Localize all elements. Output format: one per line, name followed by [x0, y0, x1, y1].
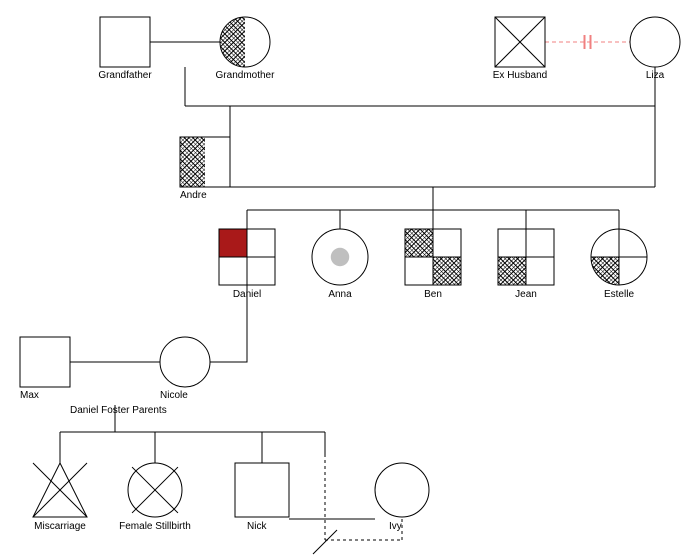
label-estelle: Estelle: [604, 289, 634, 300]
node-exhusband: Ex Husband: [493, 17, 547, 81]
node-nick: Nick: [235, 463, 289, 532]
label-jean: Jean: [515, 289, 537, 300]
label-max: Max: [20, 390, 39, 401]
label-ben: Ben: [424, 289, 442, 300]
node-grandfather: Grandfather: [98, 17, 152, 81]
node-andre: Andre: [180, 137, 230, 201]
node-nicole: Nicole: [160, 337, 210, 401]
label-nicole: Nicole: [160, 390, 188, 401]
node-jean: Jean: [498, 229, 554, 300]
node-max: Max: [20, 337, 70, 401]
node-grandmother: Grandmother: [216, 17, 276, 81]
node-layer: Grandfather Grandmother Ex Husband Liza Andr…: [20, 17, 680, 532]
label-ivy: Ivy: [389, 521, 402, 532]
label-andre: Andre: [180, 190, 207, 201]
node-estelle: Estelle: [591, 229, 647, 300]
node-anna: Anna: [312, 229, 368, 300]
foster-label: Daniel Foster Parents: [70, 405, 167, 416]
label-grandmother: Grandmother: [216, 70, 276, 81]
label-stillbirth: Female Stillbirth: [119, 521, 191, 532]
label-grandfather: Grandfather: [98, 70, 152, 81]
label-liza: Liza: [646, 70, 665, 81]
node-liza: Liza: [630, 17, 680, 81]
node-stillbirth: Female Stillbirth: [119, 463, 191, 532]
node-ben: Ben: [405, 229, 461, 300]
label-anna: Anna: [328, 289, 352, 300]
label-exhusband: Ex Husband: [493, 70, 547, 81]
label-daniel: Daniel: [233, 289, 261, 300]
label-miscarriage: Miscarriage: [34, 521, 86, 532]
node-daniel: Daniel: [219, 229, 275, 300]
node-miscarriage: Miscarriage: [33, 463, 87, 532]
label-nick: Nick: [247, 521, 267, 532]
